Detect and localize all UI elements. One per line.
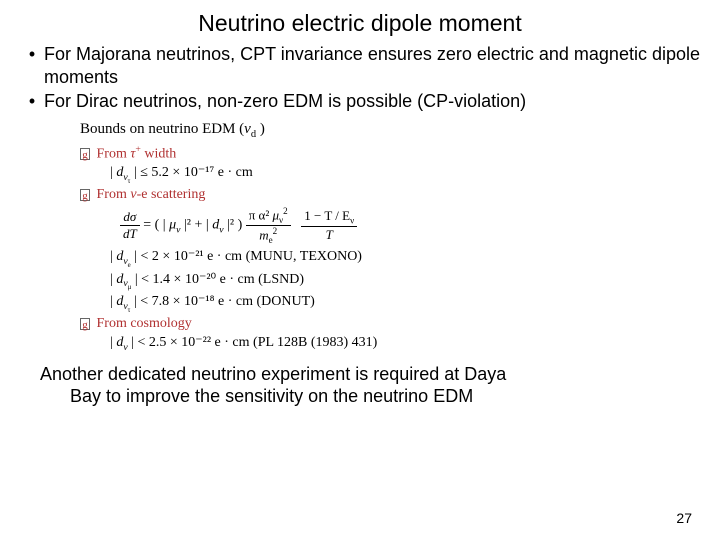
closing-text: Another dedicated neutrino experiment is… (40, 363, 700, 408)
rhs1-den-sub: e (269, 235, 273, 245)
source-tau-width: g From τ+ width (80, 144, 700, 163)
rhs2-num-sub: ν (350, 216, 354, 226)
bound-cosmo: | dν | < 2.5 × 10⁻²² e · cm (PL 128B (19… (110, 334, 700, 353)
bullet-text: For Majorana neutrinos, CPT invariance e… (44, 43, 700, 88)
source-nu-e-scattering: g From ν-e scattering (80, 187, 700, 203)
closing-line1: Another dedicated neutrino experiment is… (40, 363, 700, 386)
source-label-post: width (141, 146, 176, 161)
bound-nue-value: | < 2 × 10⁻²¹ e · cm (MUNU, TEXONO) (134, 249, 362, 264)
math-block: Bounds on neutrino EDM (νd ) g From τ+ w… (80, 121, 700, 353)
bound-tau: | dντ | ≤ 5.2 × 10⁻¹⁷ e · cm (110, 164, 700, 185)
rhs1-num-sub: ν (279, 215, 283, 225)
bounds-header-prefix: Bounds on neutrino EDM ( (80, 121, 244, 137)
lhs-num: dσ (123, 209, 136, 224)
closing-line2: Bay to improve the sensitivity on the ne… (70, 385, 700, 408)
rhs1-num-pre: π α² (249, 207, 273, 222)
rhs1-num-sup: 2 (283, 206, 288, 216)
g-marker-icon: g (80, 318, 90, 330)
lhs-den: dT (123, 226, 137, 241)
bullet-item: • For Majorana neutrinos, CPT invariance… (20, 43, 700, 88)
eq-mid-post: |² ) (227, 218, 246, 233)
bound-cosmo-value: | < 2.5 × 10⁻²² e · cm (PL 128B (1983) 4… (131, 335, 377, 350)
frac-rhs1: π α² μν2 me2 (246, 206, 291, 245)
bullet-dot: • (20, 90, 44, 113)
frac-rhs2: 1 − T / Eν T (301, 208, 357, 243)
eq-mid-mid: |² + | (184, 218, 212, 233)
bullet-list: • For Majorana neutrinos, CPT invariance… (20, 43, 700, 113)
bound-sub: τ (128, 307, 131, 314)
bound-numu: | dνμ | < 1.4 × 10⁻²⁰ e · cm (LSND) (110, 271, 700, 292)
source-label-post: -e scattering (137, 187, 206, 202)
rhs1-den-sup: 2 (273, 226, 278, 236)
bullet-text: For Dirac neutrinos, non-zero EDM is pos… (44, 90, 700, 113)
bound-nutau: | dντ | < 7.8 × 10⁻¹⁸ e · cm (DONUT) (110, 293, 700, 314)
source-label-pre: From (97, 146, 131, 161)
bullet-item: • For Dirac neutrinos, non-zero EDM is p… (20, 90, 700, 113)
bound-nue: | dνe | < 2 × 10⁻²¹ e · cm (MUNU, TEXONO… (110, 248, 700, 269)
rhs1-den-pre: m (259, 227, 268, 242)
source-label-pre: From (97, 187, 131, 202)
bound-sub: μ (128, 284, 132, 291)
bound-numu-value: | < 1.4 × 10⁻²⁰ e · cm (LSND) (135, 272, 304, 287)
bound-sub: e (128, 262, 131, 269)
cross-section-formula: dσ dT = ( | μν |² + | dν |² ) π α² μν2 m… (120, 206, 700, 245)
mu-sub: ν (176, 224, 180, 235)
source-label-pre: From cosmology (97, 316, 192, 331)
source-cosmology: g From cosmology (80, 316, 700, 332)
bound-tau-value: | ≤ 5.2 × 10⁻¹⁷ e · cm (134, 165, 253, 180)
eq-mid-pre: = ( | (143, 218, 169, 233)
page-number: 27 (676, 510, 692, 526)
nu-symbol: ν (244, 121, 251, 137)
d-sub: ν (219, 224, 223, 235)
bullet-dot: • (20, 43, 44, 88)
rhs2-num-pre: 1 − T / E (304, 208, 350, 223)
bounds-header-suffix: ) (256, 121, 265, 137)
slide-title: Neutrino electric dipole moment (20, 10, 700, 37)
bounds-header: Bounds on neutrino EDM (νd ) (80, 121, 700, 140)
g-marker-icon: g (80, 189, 90, 201)
frac-lhs: dσ dT (120, 209, 140, 242)
bound-nutau-value: | < 7.8 × 10⁻¹⁸ e · cm (DONUT) (134, 294, 315, 309)
rhs2-den: T (326, 227, 333, 242)
g-marker-icon: g (80, 148, 90, 160)
